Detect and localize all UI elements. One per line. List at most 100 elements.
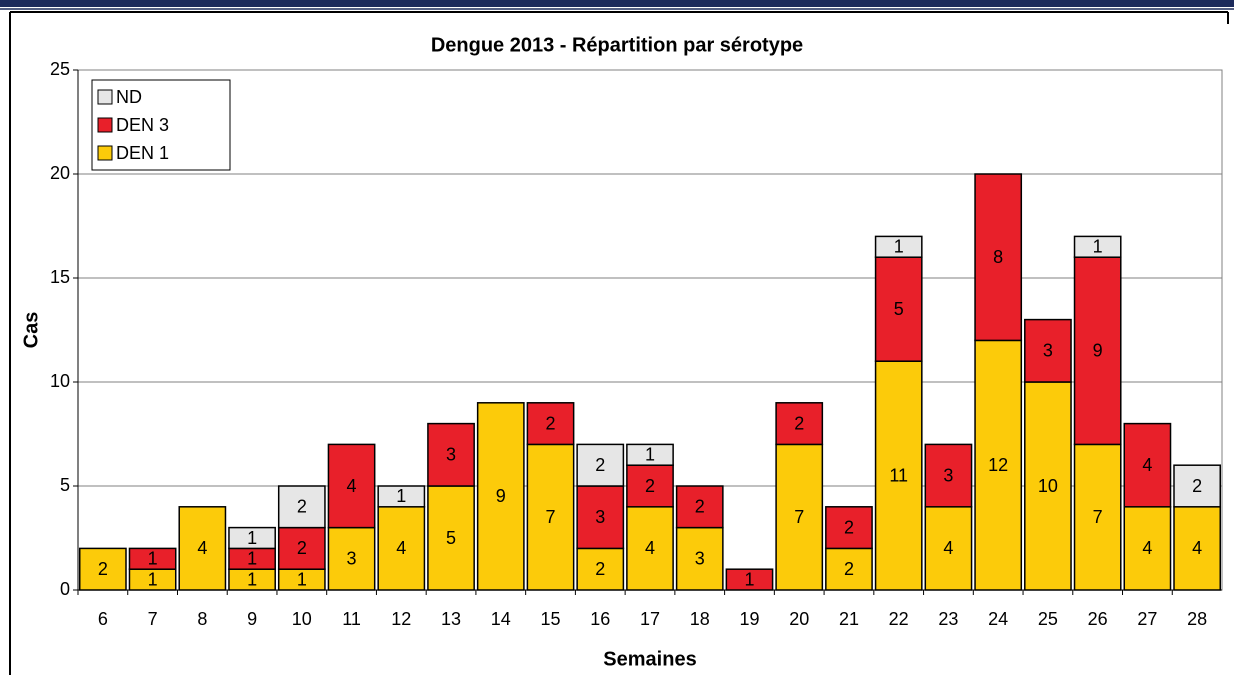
- value-label: 2: [844, 559, 854, 579]
- bar-segment: [1173, 506, 1222, 591]
- bar-segment: [825, 506, 873, 550]
- value-label: 2: [297, 497, 307, 517]
- bar-segment: [1073, 256, 1122, 446]
- value-label: 3: [347, 549, 357, 569]
- bar-segment: [626, 443, 674, 466]
- x-tick-label: 20: [789, 609, 809, 629]
- value-label: 4: [1142, 455, 1152, 475]
- legend-label: ND: [116, 87, 142, 107]
- value-label: 2: [98, 559, 108, 579]
- value-label: 1: [645, 445, 655, 465]
- value-label: 2: [595, 559, 605, 579]
- bar-segment: [277, 526, 326, 570]
- value-label: 2: [794, 413, 804, 433]
- value-label: 1: [396, 486, 406, 506]
- bar-segment: [675, 485, 724, 529]
- bar-segment: [576, 443, 625, 487]
- legend-swatch: [97, 117, 113, 133]
- value-label: 2: [297, 538, 307, 558]
- value-label: 1: [247, 528, 257, 548]
- value-label: 2: [844, 517, 854, 537]
- bar-segment: [1123, 422, 1172, 508]
- bar-segment: [874, 235, 923, 258]
- legend-box: [91, 79, 231, 171]
- value-label: 1: [894, 237, 904, 257]
- bar-segment: [1024, 318, 1072, 383]
- value-label: 9: [496, 486, 506, 506]
- value-label: 8: [993, 247, 1003, 267]
- value-label: 1: [744, 569, 754, 589]
- value-label: 1: [148, 569, 158, 589]
- x-tick-label: 22: [889, 609, 909, 629]
- x-tick-label: 10: [292, 609, 312, 629]
- bar-segment: [1123, 506, 1172, 591]
- value-label: 5: [894, 299, 904, 319]
- x-tick-label: 19: [739, 609, 759, 629]
- x-tick-label: 7: [148, 609, 158, 629]
- value-label: 12: [988, 455, 1008, 475]
- x-tick-label: 9: [247, 609, 257, 629]
- legend-swatch: [97, 145, 113, 161]
- value-label: 4: [943, 538, 953, 558]
- bar-segment: [377, 506, 426, 591]
- y-axis-label: Cas: [20, 312, 42, 349]
- top-banner: [0, 0, 1234, 7]
- y-tick-label: 15: [50, 267, 70, 287]
- bar-segment: [626, 464, 674, 508]
- value-label: 7: [1093, 507, 1103, 527]
- value-label: 3: [1043, 341, 1053, 361]
- bar-segment: [874, 256, 923, 362]
- value-label: 3: [943, 465, 953, 485]
- value-label: 5: [446, 528, 456, 548]
- value-label: 2: [595, 455, 605, 475]
- bar-segment: [576, 485, 625, 550]
- legend-label: DEN 1: [116, 143, 169, 163]
- value-label: 1: [148, 549, 158, 569]
- bar-segment: [1024, 381, 1072, 591]
- value-label: 4: [197, 538, 207, 558]
- bar-segment: [277, 485, 326, 529]
- value-label: 1: [297, 569, 307, 589]
- bar-segment: [228, 526, 276, 550]
- x-tick-label: 23: [938, 609, 958, 629]
- value-label: 1: [247, 549, 257, 569]
- bar-segment: [377, 485, 426, 508]
- bar-segment: [526, 443, 575, 591]
- x-tick-label: 14: [491, 609, 511, 629]
- x-tick-label: 25: [1038, 609, 1058, 629]
- bar-segment: [327, 526, 376, 591]
- y-tick-label: 20: [50, 163, 70, 183]
- y-tick-label: 5: [60, 475, 70, 495]
- bar-segment: [974, 173, 1023, 342]
- bar-segment: [526, 402, 575, 446]
- bar-segment: [775, 402, 824, 446]
- value-label: 1: [247, 569, 257, 589]
- x-tick-label: 24: [988, 609, 1008, 629]
- x-tick-label: 27: [1137, 609, 1157, 629]
- y-tick-label: 0: [60, 579, 70, 599]
- x-tick-label: 17: [640, 609, 660, 629]
- x-tick-label: 18: [690, 609, 710, 629]
- bar-segment: [924, 506, 973, 591]
- value-label: 4: [1142, 538, 1152, 558]
- bar-segment: [1073, 443, 1122, 591]
- y-tick-label: 25: [50, 59, 70, 79]
- x-tick-label: 11: [342, 609, 361, 629]
- value-label: 4: [396, 538, 406, 558]
- x-tick-label: 8: [197, 609, 207, 629]
- bar-segment: [327, 443, 376, 529]
- value-label: 3: [446, 445, 456, 465]
- x-tick-label: 26: [1088, 609, 1108, 629]
- value-label: 7: [794, 507, 804, 527]
- x-tick-label: 6: [98, 609, 108, 629]
- value-label: 1: [1093, 237, 1103, 257]
- x-tick-label: 12: [391, 609, 411, 629]
- value-label: 7: [546, 507, 556, 527]
- bar-segment: [427, 422, 475, 487]
- x-tick-label: 15: [541, 609, 561, 629]
- value-label: 3: [595, 507, 605, 527]
- value-label: 10: [1038, 476, 1058, 496]
- bar-segment: [1073, 235, 1122, 258]
- x-tick-label: 28: [1187, 609, 1207, 629]
